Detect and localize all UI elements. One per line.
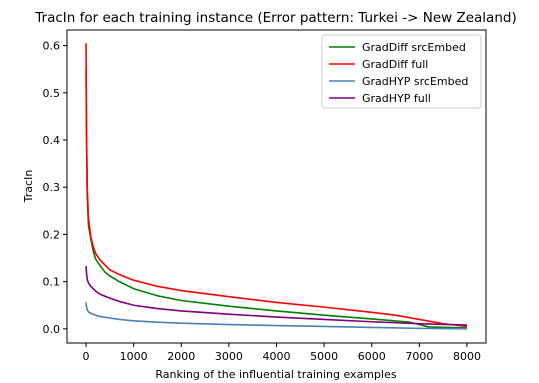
chart-title: TracIn for each training instance (Error… — [34, 10, 516, 26]
x-axis-label: Ranking of the influential training exam… — [155, 368, 396, 381]
series-line — [85, 265, 467, 326]
legend-label: GradHYP full — [362, 92, 431, 105]
y-tick-label: 0.2 — [43, 228, 61, 241]
x-tick-label: 1000 — [120, 350, 148, 363]
x-tick-label: 8000 — [453, 350, 481, 363]
y-tick-label: 0.3 — [43, 181, 61, 194]
legend-label: GradDiff srcEmbed — [362, 41, 466, 54]
x-tick-label: 5000 — [310, 350, 338, 363]
x-tick-label: 7000 — [405, 350, 433, 363]
x-tick-label: 3000 — [215, 350, 243, 363]
y-tick-label: 0.4 — [43, 134, 61, 147]
x-axis: 0 1000 2000 3000 4000 5000 6000 7000 8000 — [83, 343, 481, 363]
series-line — [85, 302, 467, 330]
legend-label: GradHYP srcEmbed — [362, 75, 468, 88]
y-tick-label: 0.6 — [43, 40, 61, 53]
series-line — [85, 43, 468, 328]
legend: GradDiff srcEmbed GradDiff full GradHYP sr… — [321, 34, 482, 109]
legend-label: GradDiff full — [362, 58, 428, 71]
y-tick-label: 0.0 — [43, 323, 61, 336]
x-tick-label: 2000 — [167, 350, 195, 363]
x-tick-label: 4000 — [263, 350, 291, 363]
x-tick-label: 6000 — [358, 350, 386, 363]
legend-box — [321, 34, 482, 109]
series-lines — [85, 43, 468, 330]
y-axis-label: TracIn — [22, 170, 35, 204]
y-tick-label: 0.5 — [43, 87, 61, 100]
y-axis: 0.0 0.1 0.2 0.3 0.4 0.5 0.6 — [43, 40, 67, 336]
y-tick-label: 0.1 — [43, 276, 61, 289]
x-tick-label: 0 — [83, 350, 90, 363]
